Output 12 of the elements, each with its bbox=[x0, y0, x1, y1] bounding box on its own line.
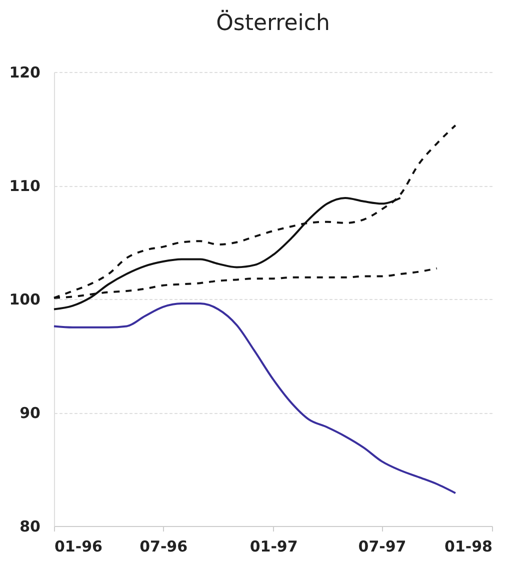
y-tick-label: 120 bbox=[9, 64, 40, 82]
x-tick-label: 01-97 bbox=[250, 538, 298, 556]
x-tick-label: 01-98 bbox=[444, 538, 492, 556]
x-tick-label: 07-96 bbox=[140, 538, 188, 556]
chart-title: Österreich bbox=[216, 9, 330, 36]
y-tick-label: 80 bbox=[20, 518, 40, 536]
y-tick-label: 90 bbox=[20, 404, 40, 422]
x-tick-label: 07-97 bbox=[358, 538, 406, 556]
line-series bbox=[53, 302, 456, 494]
x-tick-label: 01-96 bbox=[54, 538, 102, 556]
y-tick-label: 110 bbox=[9, 177, 40, 195]
y-tick-label: 100 bbox=[9, 290, 40, 308]
